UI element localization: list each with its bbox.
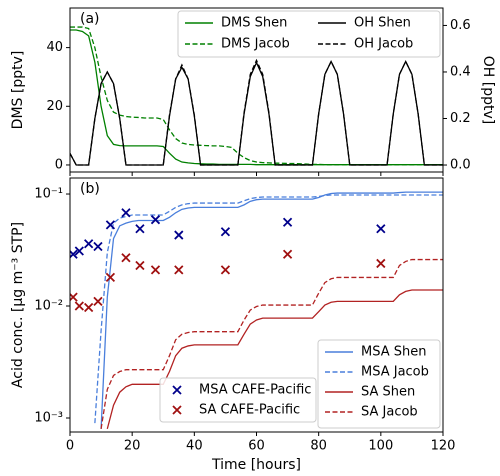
- scatter-marker: [376, 258, 386, 269]
- plot-area: [70, 26, 443, 166]
- panel-label: (a): [80, 11, 100, 27]
- y-tick-label: 10⁻¹: [34, 187, 63, 202]
- scatter-marker: [220, 265, 231, 275]
- y2-tick-label: 0.0: [450, 158, 471, 173]
- x-axis-label: Time [hours]: [211, 457, 301, 473]
- legend-label: SA CAFE-Pacific: [199, 403, 300, 418]
- y-tick-label: 20: [46, 99, 63, 114]
- series-line: [70, 60, 443, 166]
- scatter-marker: [93, 241, 103, 252]
- x-tick-label: 20: [124, 439, 141, 454]
- y2-tick-label: 0.2: [450, 111, 471, 126]
- legend-label: DMS Jacob: [221, 37, 290, 52]
- x-tick-label: 0: [66, 439, 74, 454]
- scatter-marker: [174, 265, 184, 275]
- scatter-marker: [282, 249, 293, 259]
- scatter-marker: [93, 296, 103, 307]
- series-line: [100, 191, 443, 429]
- scatter-marker: [121, 208, 131, 218]
- scatter-marker: [282, 217, 293, 227]
- x-tick-label: 80: [310, 439, 327, 454]
- series-line: [100, 258, 443, 429]
- legend-box: [317, 339, 441, 429]
- y-tick-label: 10⁻²: [34, 299, 63, 314]
- scatter-marker: [376, 224, 386, 234]
- y-tick-label: 40: [46, 40, 63, 55]
- scatter-marker: [84, 239, 94, 249]
- scatter-marker: [74, 246, 84, 256]
- series-line: [94, 194, 443, 424]
- scatter-marker: [150, 265, 161, 275]
- legend-label: OH Jacob: [354, 37, 413, 52]
- legend-label: MSA CAFE-Pacific: [199, 383, 311, 398]
- y-tick-label: 10⁻³: [34, 411, 63, 426]
- scatter-marker: [84, 302, 94, 313]
- y-axis-label: Acid conc. [μg m⁻³ STP]: [10, 222, 26, 388]
- scatter-marker: [74, 301, 84, 311]
- legend-label: MSA Shen: [361, 345, 426, 360]
- x-tick-label: 120: [431, 439, 456, 454]
- legend-label: MSA Jacob: [361, 365, 429, 380]
- y-tick-label: 0: [55, 157, 63, 172]
- y2-tick-label: 0.6: [450, 18, 471, 33]
- legend-marker: [172, 405, 182, 415]
- scatter-marker: [174, 230, 184, 240]
- x-tick-label: 60: [248, 439, 265, 454]
- legend-box: [159, 377, 317, 423]
- legend-box: [177, 10, 441, 58]
- scatter-marker: [135, 260, 145, 271]
- scatter-marker: [135, 224, 145, 234]
- y-axis-label: DMS [pptv]: [10, 51, 26, 130]
- legend-label: SA Jacob: [361, 405, 418, 420]
- scatter-marker: [220, 227, 231, 237]
- scatter-marker: [105, 272, 116, 283]
- legend-label: SA Shen: [361, 385, 415, 400]
- scatter-marker: [121, 253, 131, 263]
- legend-label: OH Shen: [354, 16, 411, 31]
- legend-marker: [172, 385, 182, 395]
- plot-frame: [69, 7, 444, 173]
- scatter-marker: [105, 220, 116, 230]
- scatter-marker: [150, 215, 161, 225]
- legend-label: DMS Shen: [221, 16, 287, 31]
- panel-label: (b): [80, 181, 100, 197]
- series-line: [70, 58, 443, 166]
- y2-tick-label: 0.4: [450, 64, 471, 79]
- plot-frame: [69, 177, 444, 433]
- y2-axis-label: OH [pptv]: [480, 56, 496, 124]
- x-tick-label: 40: [186, 439, 203, 454]
- x-tick-label: 100: [368, 439, 393, 454]
